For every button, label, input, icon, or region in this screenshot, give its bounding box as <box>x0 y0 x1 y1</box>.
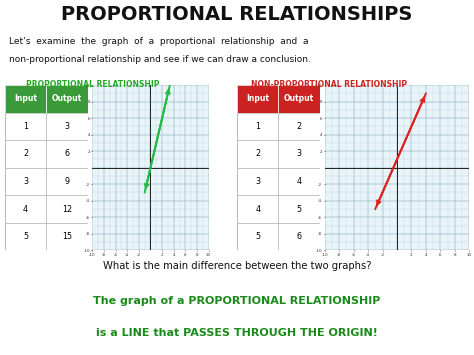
Text: 5: 5 <box>23 232 28 241</box>
Text: 3: 3 <box>23 177 28 186</box>
FancyBboxPatch shape <box>46 168 88 195</box>
FancyBboxPatch shape <box>46 195 88 223</box>
Text: 1: 1 <box>23 122 28 131</box>
FancyBboxPatch shape <box>237 223 279 250</box>
Text: 4: 4 <box>255 204 260 213</box>
Text: What is the main difference between the two graphs?: What is the main difference between the … <box>103 261 371 271</box>
FancyBboxPatch shape <box>46 223 88 250</box>
Text: non-proportional relationship and see if we can draw a conclusion.: non-proportional relationship and see if… <box>9 55 311 64</box>
FancyBboxPatch shape <box>279 223 320 250</box>
Text: 5: 5 <box>255 232 260 241</box>
FancyBboxPatch shape <box>237 168 279 195</box>
Text: 3: 3 <box>255 177 260 186</box>
FancyBboxPatch shape <box>5 223 46 250</box>
Text: Output: Output <box>284 94 314 103</box>
FancyBboxPatch shape <box>237 140 279 168</box>
Text: is a LINE that PASSES THROUGH THE ORIGIN!: is a LINE that PASSES THROUGH THE ORIGIN… <box>96 328 378 338</box>
Text: 4: 4 <box>297 177 302 186</box>
Text: 2: 2 <box>255 149 260 158</box>
FancyBboxPatch shape <box>279 85 320 113</box>
FancyBboxPatch shape <box>46 140 88 168</box>
Text: PROPORTIONAL RELATIONSHIPS: PROPORTIONAL RELATIONSHIPS <box>61 5 413 24</box>
FancyBboxPatch shape <box>46 113 88 140</box>
FancyBboxPatch shape <box>46 85 88 113</box>
Text: 3: 3 <box>64 122 70 131</box>
Text: The graph of a PROPORTIONAL RELATIONSHIP: The graph of a PROPORTIONAL RELATIONSHIP <box>93 296 381 306</box>
FancyBboxPatch shape <box>279 195 320 223</box>
Text: 6: 6 <box>64 149 70 158</box>
Text: 15: 15 <box>62 232 72 241</box>
FancyBboxPatch shape <box>237 113 279 140</box>
FancyBboxPatch shape <box>279 113 320 140</box>
Text: 2: 2 <box>297 122 302 131</box>
Text: 1: 1 <box>255 122 260 131</box>
Text: 9: 9 <box>64 177 70 186</box>
Text: Output: Output <box>52 94 82 103</box>
FancyBboxPatch shape <box>279 140 320 168</box>
FancyBboxPatch shape <box>5 140 46 168</box>
Text: PROPORTIONAL RELATIONSHIP: PROPORTIONAL RELATIONSHIP <box>26 80 159 89</box>
Text: 6: 6 <box>297 232 302 241</box>
Text: 5: 5 <box>297 204 302 213</box>
FancyBboxPatch shape <box>5 195 46 223</box>
Text: 12: 12 <box>62 204 72 213</box>
Text: NON-PROPORTIONAL RELATIONSHIP: NON-PROPORTIONAL RELATIONSHIP <box>251 80 408 89</box>
Text: Input: Input <box>14 94 37 103</box>
FancyBboxPatch shape <box>5 168 46 195</box>
FancyBboxPatch shape <box>5 85 46 113</box>
Text: Let’s  examine  the  graph  of  a  proportional  relationship  and  a: Let’s examine the graph of a proportiona… <box>9 37 309 46</box>
Text: 4: 4 <box>23 204 28 213</box>
Text: 3: 3 <box>297 149 302 158</box>
Text: 2: 2 <box>23 149 28 158</box>
FancyBboxPatch shape <box>5 113 46 140</box>
FancyBboxPatch shape <box>279 168 320 195</box>
FancyBboxPatch shape <box>237 195 279 223</box>
Text: Input: Input <box>246 94 269 103</box>
FancyBboxPatch shape <box>237 85 279 113</box>
